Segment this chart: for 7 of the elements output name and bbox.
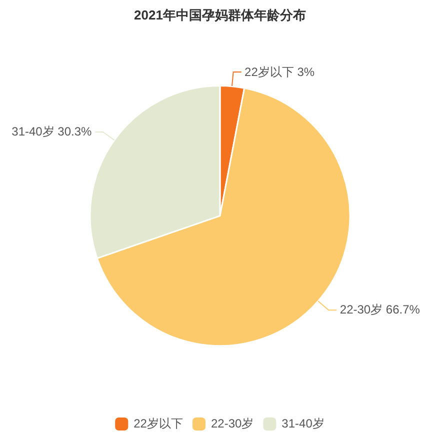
legend-label: 22岁以下	[134, 416, 183, 430]
chart-title: 2021年中国孕妈群体年龄分布	[134, 7, 306, 22]
legend-label: 31-40岁	[282, 416, 324, 430]
category-label: 22-30岁 66.7%	[340, 302, 420, 316]
category-label: 22岁以下 3%	[244, 64, 315, 79]
category-label: 31-40岁 30.3%	[12, 124, 92, 139]
legend-label: 22-30岁	[210, 416, 254, 430]
